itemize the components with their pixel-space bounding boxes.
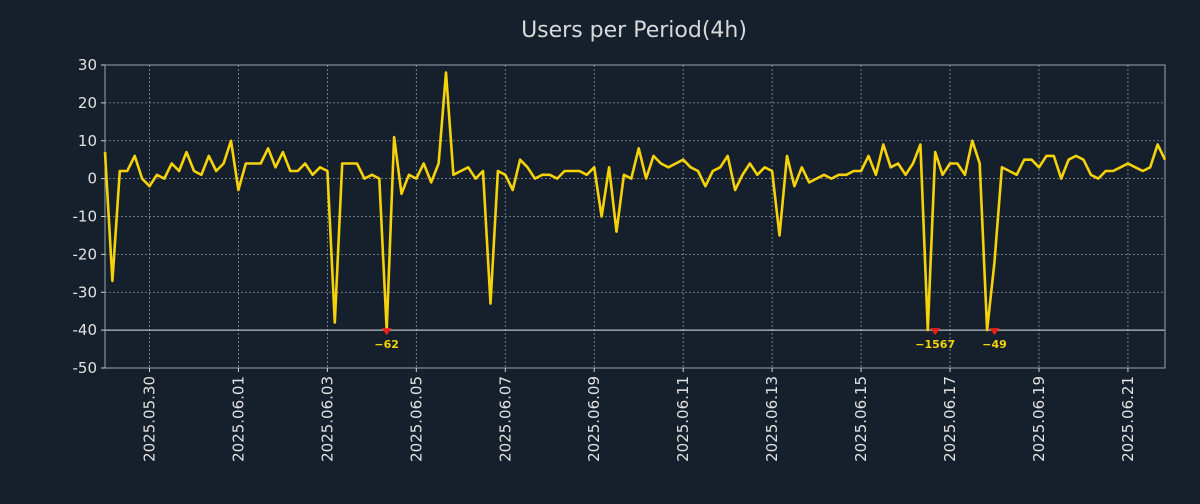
- y-tick-label: -20: [73, 245, 98, 263]
- x-tick-label: 2025.06.01: [229, 376, 247, 462]
- y-tick-label: -50: [73, 359, 98, 377]
- x-tick-label: 2025.06.17: [941, 376, 959, 462]
- grid-layer: [105, 64, 1165, 369]
- x-tick-label: 2025.06.07: [496, 376, 514, 462]
- y-tick-label: 10: [78, 132, 97, 150]
- y-tick-label: 30: [78, 56, 97, 74]
- outlier-marker: [989, 328, 1000, 336]
- x-tick-label: 2025.06.05: [407, 376, 425, 462]
- chart-title: Users per Period(4h): [521, 18, 747, 43]
- x-tick-label: 2025.06.03: [318, 376, 336, 462]
- x-tick-label: 2025.06.09: [585, 376, 603, 462]
- x-tick-label: 2025.06.13: [763, 376, 781, 462]
- marker-layer: −62 −1567 −49: [374, 328, 1007, 351]
- y-tick-label: -40: [73, 321, 98, 339]
- x-tick-label: 2025.06.19: [1030, 376, 1048, 462]
- y-tick-label: 0: [87, 170, 97, 188]
- outlier-value-label: −62: [374, 338, 399, 351]
- outlier-marker: [930, 328, 941, 336]
- y-tick-label: -30: [73, 283, 98, 301]
- x-tick-label: 2025.06.11: [674, 376, 692, 462]
- y-tick-label: -10: [73, 208, 98, 226]
- axes-layer: 30 20 10 0 -10 -20 -30 -40 -50 2025.05.30 2025.06.…: [73, 56, 1166, 462]
- x-tick-label: 2025.05.30: [140, 376, 158, 462]
- outlier-value-label: −1567: [915, 338, 955, 351]
- y-tick-label: 20: [78, 94, 97, 112]
- outlier-value-label: −49: [982, 338, 1007, 351]
- x-tick-label: 2025.06.21: [1119, 376, 1137, 462]
- series-layer: [103, 71, 1167, 332]
- x-tick-label: 2025.06.15: [852, 376, 870, 462]
- outlier-marker: [381, 328, 392, 336]
- series-line-users: [103, 71, 1167, 332]
